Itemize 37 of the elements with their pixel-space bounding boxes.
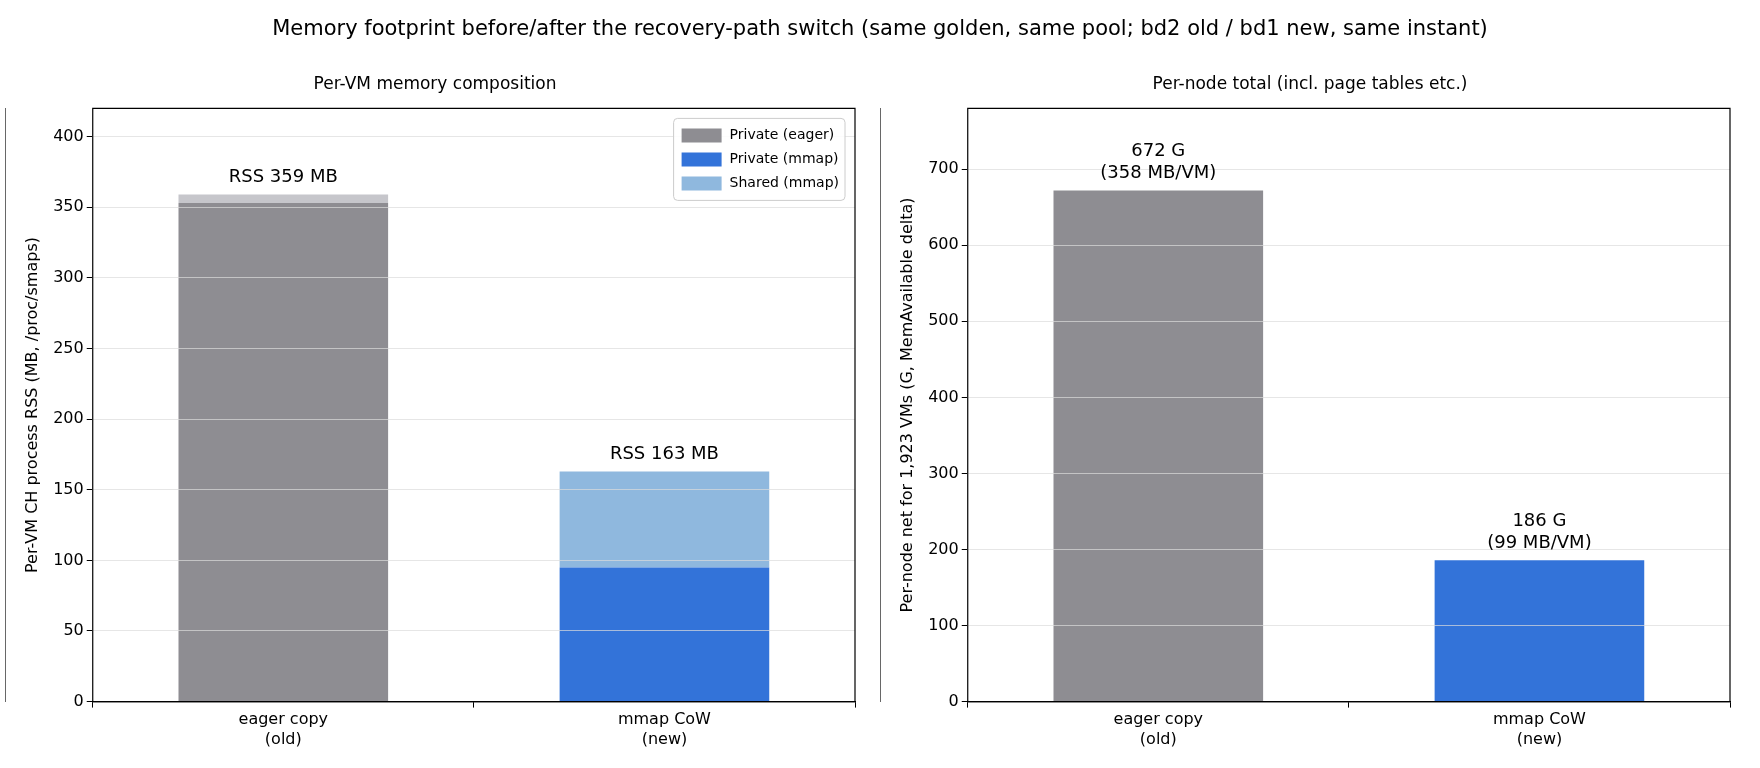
y-tick-label: 50 (63, 620, 84, 640)
y-tick-label: 400 (928, 386, 959, 406)
chart-title: Per-node total (incl. page tables etc.) (1152, 72, 1468, 93)
y-tick-label: 0 (73, 690, 84, 710)
x-tick-label: eager copy (old) (1113, 709, 1204, 748)
x-tick-label: mmap CoW (new) (617, 709, 712, 748)
data-label: 186 G (99 MB/VM) (1487, 508, 1592, 552)
x-tick-label: mmap CoW (new) (1492, 709, 1587, 748)
y-tick-label: 250 (53, 337, 84, 357)
y-tick-label: 150 (53, 478, 84, 498)
legend-label: Private (eager) (729, 126, 835, 143)
y-tick-label: 500 (928, 310, 959, 330)
y-tick-label: 400 (53, 125, 84, 145)
y-tick-label: 200 (928, 538, 959, 558)
y-tick-label: 600 (928, 234, 959, 254)
y-tick-label: 200 (53, 408, 84, 428)
data-label: 672 G (358 MB/VM) (1100, 139, 1217, 183)
y-tick-label: 300 (928, 462, 959, 482)
bar (559, 471, 770, 568)
total-label: RSS 163 MB (609, 442, 719, 464)
y-tick-label: 300 (53, 267, 84, 287)
y-tick-label: 100 (53, 549, 84, 569)
y-tick-label: 700 (928, 158, 959, 178)
y-axis-title: Per-node net for 1,923 VMs (G, MemAvailable delta) (896, 197, 916, 613)
y-tick-label: 0 (948, 690, 959, 710)
legend-label: Private (mmap) (729, 150, 839, 167)
chart-title: Per-VM memory composition (313, 72, 557, 93)
bar (178, 203, 389, 702)
bar (178, 194, 389, 204)
x-tick-label: eager copy (old) (238, 709, 329, 748)
y-tick-label: 350 (53, 196, 84, 216)
bar (559, 567, 770, 702)
legend-label: Shared (mmap) (729, 174, 839, 191)
y-tick-label: 100 (928, 614, 959, 634)
total-label: RSS 359 MB (228, 165, 338, 187)
y-axis-title: Per-VM CH process RSS (MB, /proc/smaps) (21, 237, 41, 573)
text: Memory footprint before/after the recovery-path switch (same golden, same pool; bd2 old / bd1 new, same instant) (271, 16, 1489, 40)
